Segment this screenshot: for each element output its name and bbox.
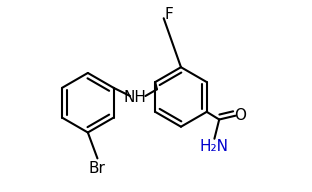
Text: Br: Br [88, 161, 105, 176]
Text: O: O [234, 108, 246, 123]
Text: H₂N: H₂N [200, 139, 229, 154]
Text: F: F [164, 7, 173, 22]
Text: NH: NH [124, 90, 146, 105]
